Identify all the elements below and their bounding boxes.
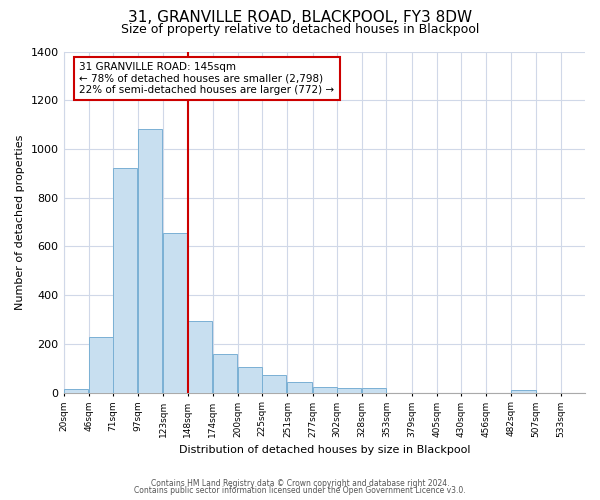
- Bar: [113, 168, 137, 392]
- Bar: [262, 375, 286, 392]
- Text: 31, GRANVILLE ROAD, BLACKPOOL, FY3 8DW: 31, GRANVILLE ROAD, BLACKPOOL, FY3 8DW: [128, 10, 472, 25]
- Bar: [287, 382, 311, 392]
- Bar: [337, 388, 361, 392]
- X-axis label: Distribution of detached houses by size in Blackpool: Distribution of detached houses by size …: [179, 445, 470, 455]
- Bar: [89, 337, 113, 392]
- Text: Size of property relative to detached houses in Blackpool: Size of property relative to detached ho…: [121, 22, 479, 36]
- Text: Contains public sector information licensed under the Open Government Licence v3: Contains public sector information licen…: [134, 486, 466, 495]
- Bar: [511, 390, 536, 392]
- Bar: [163, 233, 188, 392]
- Bar: [238, 366, 262, 392]
- Text: 31 GRANVILLE ROAD: 145sqm
← 78% of detached houses are smaller (2,798)
22% of se: 31 GRANVILLE ROAD: 145sqm ← 78% of detac…: [79, 62, 334, 95]
- Bar: [313, 386, 337, 392]
- Bar: [64, 389, 88, 392]
- Bar: [362, 388, 386, 392]
- Text: Contains HM Land Registry data © Crown copyright and database right 2024.: Contains HM Land Registry data © Crown c…: [151, 478, 449, 488]
- Bar: [188, 322, 212, 392]
- Bar: [213, 354, 237, 393]
- Y-axis label: Number of detached properties: Number of detached properties: [15, 134, 25, 310]
- Bar: [138, 130, 163, 392]
